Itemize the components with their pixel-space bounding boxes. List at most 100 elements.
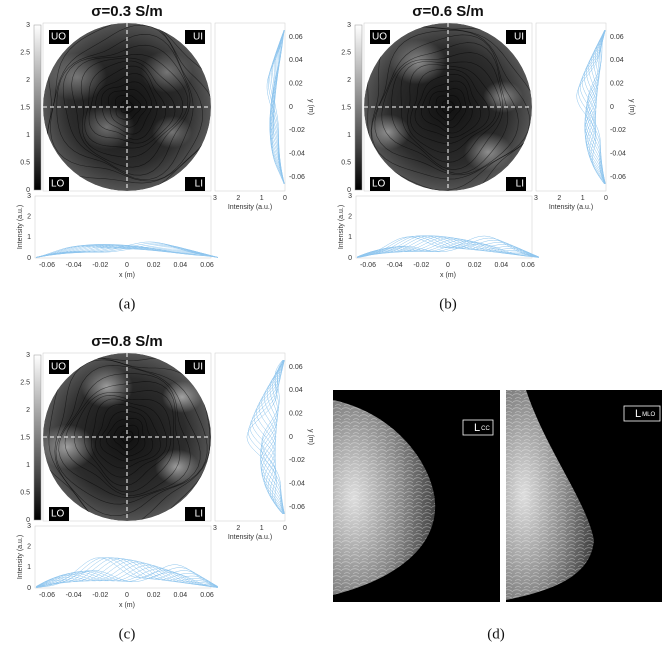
side-y-tick-label: 0.02 [289, 411, 303, 418]
bottom-y-tick-label: 1 [27, 564, 31, 571]
side-y-tick-label: 0 [610, 104, 614, 111]
bottom-y-tick-label: 3 [348, 193, 352, 200]
bottom-y-tick-label: 0 [348, 255, 352, 262]
bottom-x-tick-label: 0.02 [147, 592, 161, 599]
bottom-x-tick-label: -0.06 [39, 592, 55, 599]
colorbar-tick-label: 2 [347, 77, 351, 84]
quadrant-label: UI [193, 362, 203, 373]
side-y-tick-label: -0.02 [610, 127, 626, 134]
bottom-x-tick-label: 0.02 [147, 262, 161, 269]
side-y-tick-label: 0.04 [289, 387, 303, 394]
quadrant-label: UO [372, 32, 387, 43]
bottom-x-tick-label: -0.02 [92, 592, 108, 599]
colorbar-tick-label: 3 [347, 22, 351, 29]
bottom-x-tick-label: 0.06 [200, 262, 214, 269]
side-x-tick-label: 0 [283, 195, 287, 202]
panel-title: σ=0.6 S/m [412, 3, 484, 20]
colorbar-tick-label: 3 [26, 22, 30, 29]
quadrant-label: UO [51, 32, 66, 43]
side-y-tick-label: -0.04 [289, 151, 305, 158]
colorbar-tick-label: 1 [347, 132, 351, 139]
side-x-tick-label: 2 [557, 195, 561, 202]
bottom-x-tick-label: 0 [125, 262, 129, 269]
colorbar-tick-label: 1.5 [341, 104, 351, 111]
bottom-x-tick-label: -0.04 [66, 592, 82, 599]
bottom-x-tick-label: 0.04 [495, 262, 509, 269]
side-y-tick-label: 0.06 [289, 364, 303, 371]
colorbar-tick-label: 0.5 [20, 489, 30, 496]
colorbar [34, 355, 41, 520]
side-x-tick-label: 0 [283, 525, 287, 532]
side-y-tick-label: 0 [289, 104, 293, 111]
quadrant-label: UI [193, 32, 203, 43]
bright-region [141, 51, 193, 93]
colorbar [34, 25, 41, 190]
panel-title: σ=0.8 S/m [91, 333, 163, 350]
quadrant-label: LI [195, 509, 203, 520]
colorbar-tick-label: 3 [26, 352, 30, 359]
bottom-y-tick-label: 3 [27, 523, 31, 530]
side-x-tick-label: 1 [260, 195, 264, 202]
side-x-label: Intensity (a.u.) [228, 534, 272, 541]
panel: σ=0.8 S/m00.511.522.53UOUILOLI3210Intens… [17, 333, 314, 642]
side-y-label: y (m) [307, 99, 314, 115]
side-y-label: y (m) [628, 99, 635, 115]
colorbar-tick-label: 2 [26, 407, 30, 414]
side-x-label: Intensity (a.u.) [228, 204, 272, 211]
bottom-x-tick-label: 0.02 [468, 262, 482, 269]
colorbar-tick-label: 0.5 [341, 159, 351, 166]
side-x-label: Intensity (a.u.) [549, 204, 593, 211]
bottom-y-tick-label: 0 [27, 585, 31, 592]
side-y-tick-label: -0.02 [289, 457, 305, 464]
bottom-y-tick-label: 3 [27, 193, 31, 200]
quadrant-label: LI [516, 179, 524, 190]
bottom-x-label: x (m) [119, 272, 135, 279]
side-x-tick-label: 3 [534, 195, 538, 202]
quadrant-label: UO [51, 362, 66, 373]
quadrant-label: LI [195, 179, 203, 190]
view-side: L [474, 422, 480, 434]
bottom-y-tick-label: 1 [27, 234, 31, 241]
bottom-x-tick-label: 0 [446, 262, 450, 269]
bottom-y-tick-label: 2 [348, 214, 352, 221]
colorbar [355, 25, 362, 190]
bottom-y-label: Intensity (a.u.) [338, 205, 345, 249]
side-x-tick-label: 1 [260, 525, 264, 532]
bottom-x-tick-label: -0.04 [66, 262, 82, 269]
bottom-x-tick-label: 0.04 [174, 592, 188, 599]
side-x-tick-label: 2 [236, 195, 240, 202]
colorbar-tick-label: 1 [26, 132, 30, 139]
colorbar-tick-label: 2.5 [341, 49, 351, 56]
colorbar-tick-label: 2.5 [20, 379, 30, 386]
colorbar-tick-label: 1 [26, 462, 30, 469]
side-y-tick-label: -0.06 [289, 504, 305, 511]
panel-title: σ=0.3 S/m [91, 3, 163, 20]
side-y-tick-label: 0.04 [289, 57, 303, 64]
bottom-x-tick-label: -0.02 [413, 262, 429, 269]
side-x-tick-label: 1 [581, 195, 585, 202]
bottom-x-tick-label: -0.06 [39, 262, 55, 269]
bottom-y-tick-label: 2 [27, 544, 31, 551]
bottom-x-tick-label: 0.04 [174, 262, 188, 269]
side-y-tick-label: 0.04 [610, 57, 624, 64]
side-y-tick-label: -0.06 [289, 174, 305, 181]
side-y-label: y (m) [307, 429, 314, 445]
mammogram-panel: LCCLMLO(d) [333, 390, 662, 642]
side-y-tick-label: -0.04 [289, 481, 305, 488]
side-y-tick-label: 0.06 [289, 34, 303, 41]
side-y-tick-label: 0.02 [610, 81, 624, 88]
bottom-x-tick-label: 0.06 [200, 592, 214, 599]
bottom-y-label: Intensity (a.u.) [17, 535, 24, 579]
side-x-tick-label: 3 [213, 195, 217, 202]
side-y-tick-label: -0.02 [289, 127, 305, 134]
quadrant-label: LO [51, 509, 65, 520]
bottom-x-label: x (m) [440, 272, 456, 279]
bottom-x-tick-label: -0.06 [360, 262, 376, 269]
bottom-x-tick-label: -0.02 [92, 262, 108, 269]
side-y-tick-label: -0.04 [610, 151, 626, 158]
bottom-y-tick-label: 0 [27, 255, 31, 262]
panel: σ=0.6 S/m00.511.522.53UOUILOLI3210Intens… [338, 3, 635, 312]
side-y-tick-label: -0.06 [610, 174, 626, 181]
panel-caption: (a) [119, 296, 136, 312]
bottom-x-tick-label: 0 [125, 592, 129, 599]
